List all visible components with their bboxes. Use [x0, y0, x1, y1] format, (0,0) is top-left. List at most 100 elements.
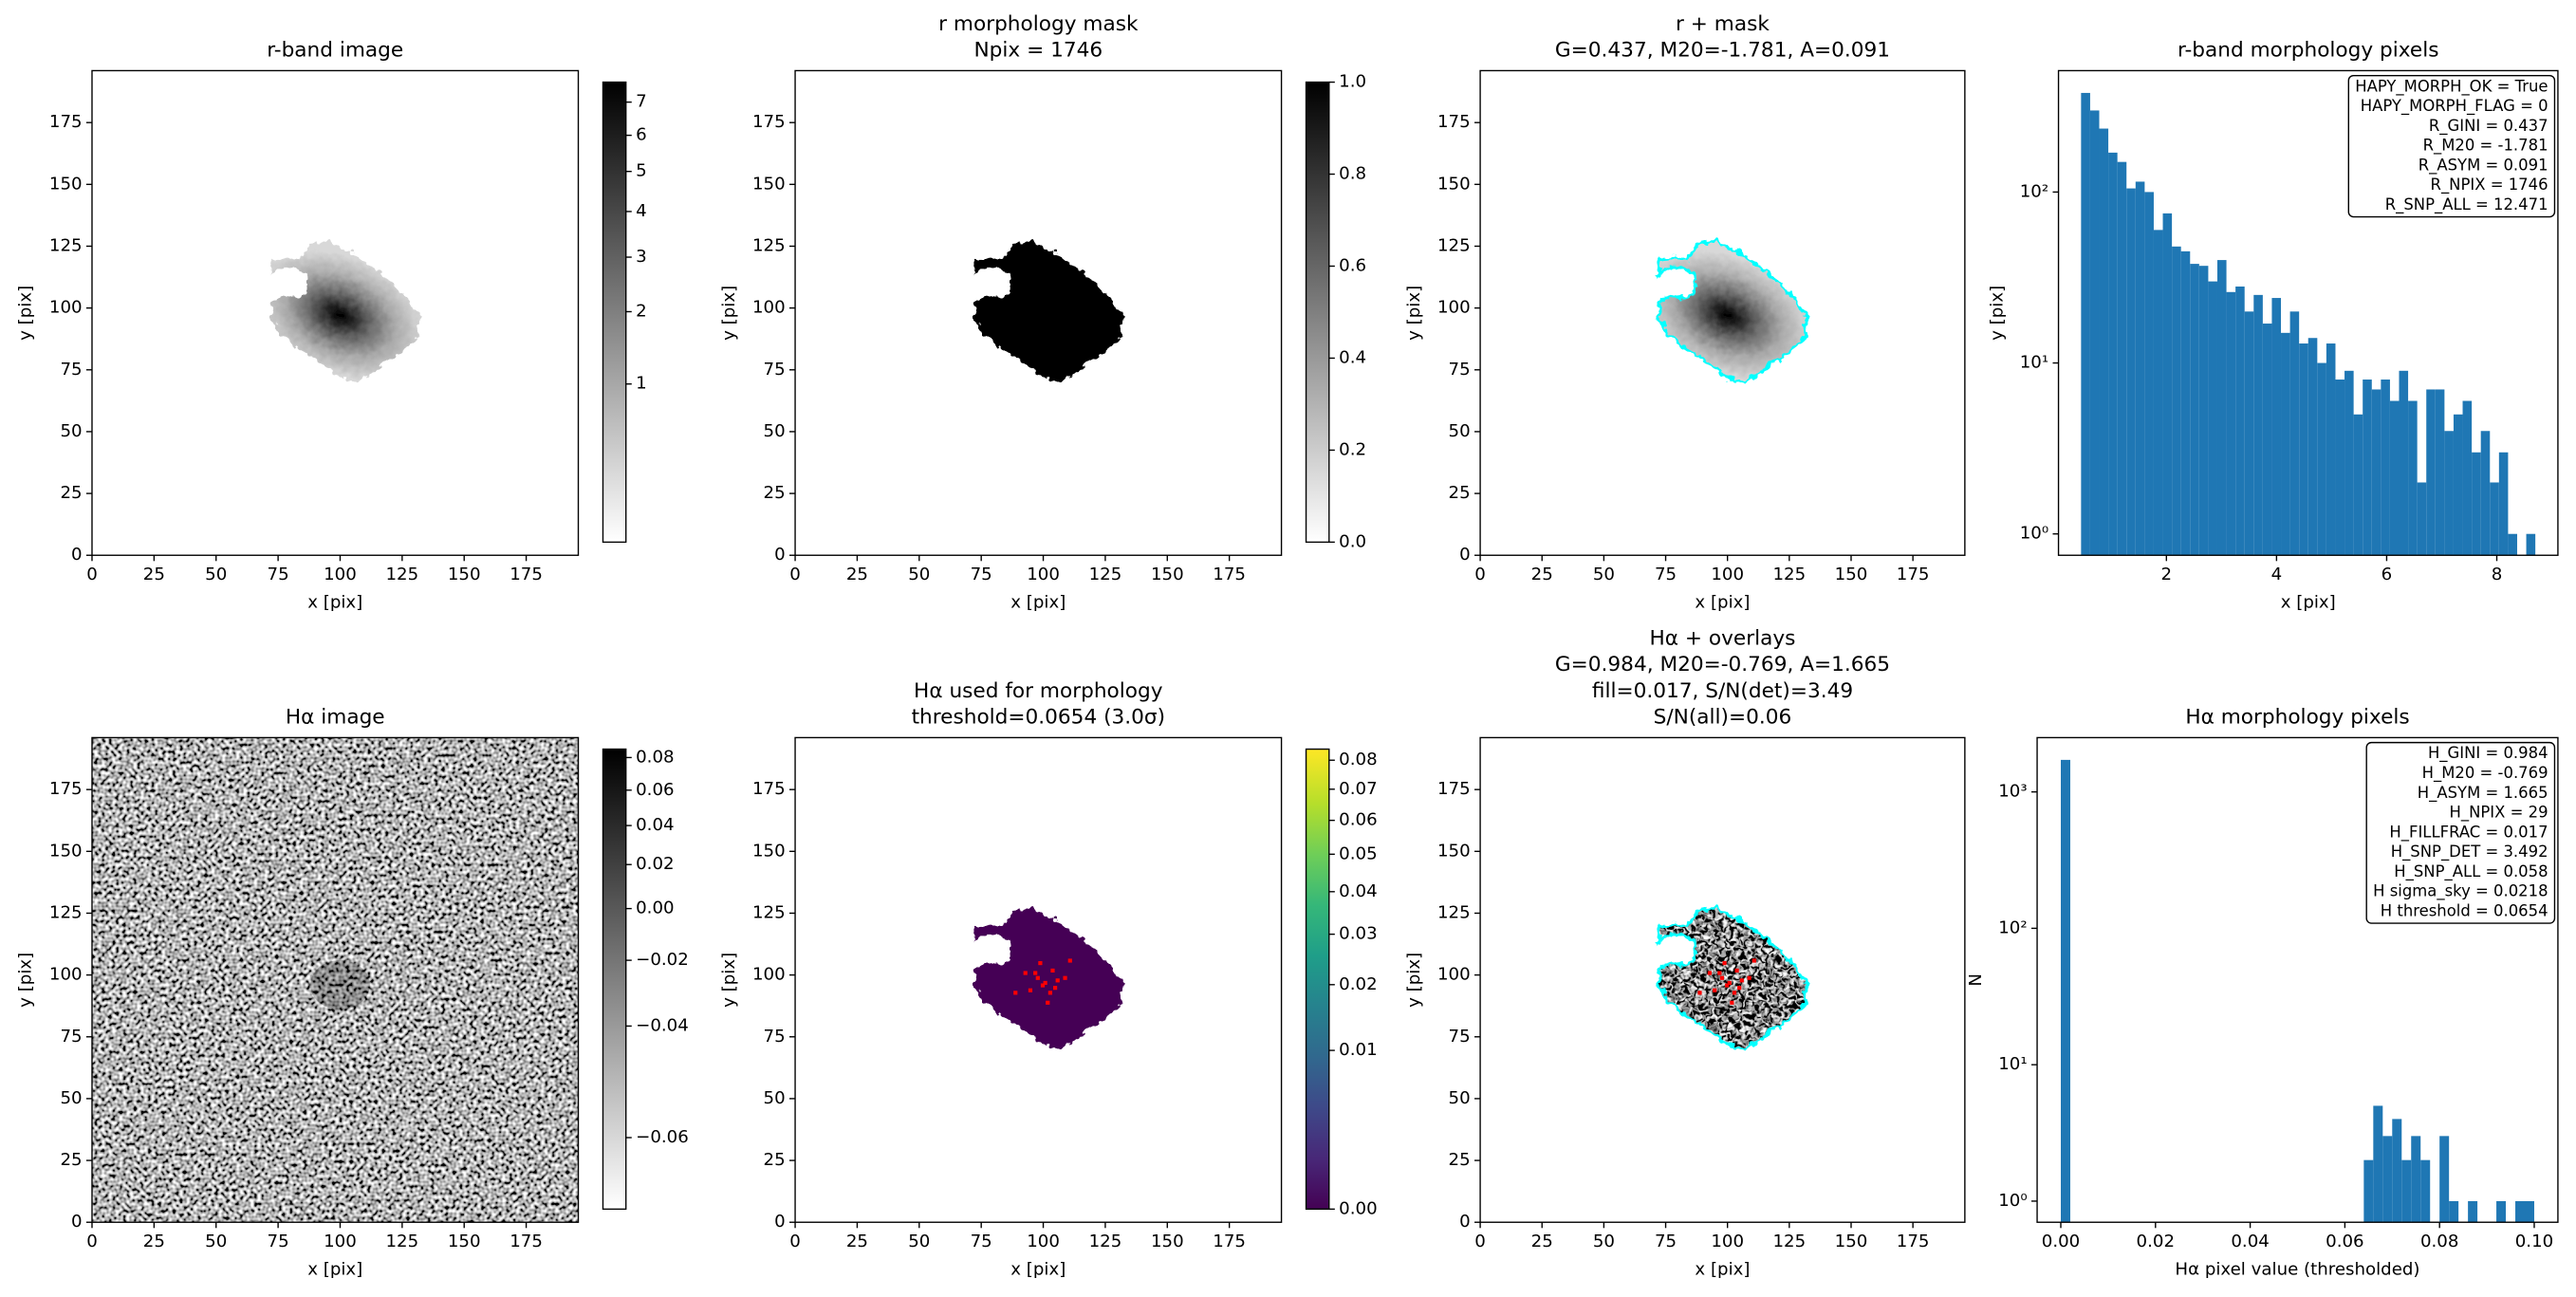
colorbar-tick-label: 0.07: [1339, 779, 1377, 799]
x-tick-label: 8: [2492, 565, 2503, 584]
y-tick-label: 10¹: [2020, 353, 2048, 373]
axes-frame: [1479, 69, 1966, 556]
x-axis-label: x [pix]: [1010, 592, 1066, 612]
x-tick-label: 100: [1027, 1232, 1060, 1251]
y-tick-label: 50: [764, 421, 786, 441]
text-box-line: H_M20 = -0.769: [2422, 764, 2548, 783]
x-tick-label: 50: [1593, 1232, 1615, 1251]
x-tick-label: 0: [86, 565, 98, 584]
x-tick-label: 25: [846, 1232, 868, 1251]
x-tick-label: 0: [86, 1232, 98, 1251]
chart-title: r + mask: [1676, 12, 1770, 36]
y-axis-label: y [pix]: [16, 286, 36, 341]
histogram-bar: [2262, 324, 2272, 556]
colorbar-tick-label: 1.0: [1339, 72, 1366, 92]
y-tick-label: 125: [1437, 235, 1471, 255]
colorbar: [602, 748, 627, 1211]
y-tick-label: 175: [49, 779, 83, 799]
chart-title: G=0.984, M20=-0.769, A=1.665: [1555, 653, 1890, 676]
colorbar-tick-label: −0.06: [636, 1127, 689, 1147]
x-tick-label: 2: [2161, 565, 2173, 584]
colorbar-tick-label: 0.08: [1339, 750, 1377, 769]
detection-pixel: [1697, 991, 1702, 995]
histogram-bar: [2420, 1159, 2431, 1223]
histogram-bar: [2226, 291, 2236, 556]
x-tick-label: 125: [386, 1232, 419, 1251]
detection-pixel: [1747, 975, 1751, 980]
colorbar-tick-label: −0.04: [636, 1015, 689, 1035]
y-tick-label: 0: [774, 1212, 786, 1232]
y-axis-label: y [pix]: [1404, 953, 1424, 1008]
x-tick-label: 150: [1835, 1232, 1868, 1251]
detection-pixel: [1023, 971, 1028, 975]
y-tick-label: 150: [49, 841, 83, 861]
x-tick-label: 0: [789, 565, 801, 584]
x-axis-label: x [pix]: [307, 592, 362, 612]
text-box-line: HAPY_MORPH_OK = True: [2355, 77, 2548, 96]
histogram-bar: [2271, 298, 2282, 556]
histogram-bar: [2399, 370, 2409, 556]
histogram-bar: [2371, 389, 2381, 556]
chart-title: threshold=0.0654 (3.0σ): [912, 706, 1165, 730]
y-tick-label: 75: [764, 1027, 786, 1047]
colorbar-tick-label: 0.00: [636, 899, 674, 918]
text-box-line: H_SNP_DET = 3.492: [2391, 843, 2548, 862]
histogram-bar: [2108, 152, 2118, 556]
y-tick-label: 10⁰: [2020, 524, 2048, 544]
detection-pixel: [1043, 980, 1047, 986]
x-tick-label: 0: [1474, 565, 1486, 584]
x-axis-label: Hα pixel value (thresholded): [2175, 1259, 2419, 1279]
x-axis-label: x [pix]: [2281, 592, 2336, 612]
y-tick-label: 25: [1449, 1150, 1471, 1170]
histogram-bar: [2453, 414, 2463, 556]
y-tick-label: 125: [752, 235, 786, 255]
y-axis-label: y [pix]: [16, 953, 36, 1008]
y-tick-label: 0: [774, 545, 786, 565]
colorbar-tick-label: 0.6: [1339, 255, 1366, 275]
detection-pixel: [1050, 968, 1055, 973]
y-tick-label: 10¹: [1998, 1054, 2027, 1074]
x-tick-label: 0.04: [2231, 1232, 2269, 1251]
colorbar: [1305, 81, 1330, 544]
histogram-bar: [2498, 452, 2509, 556]
text-box-line: R_SNP_ALL = 12.471: [2385, 195, 2548, 214]
y-tick-label: 10²: [2020, 181, 2048, 201]
x-tick-label: 25: [1531, 565, 1553, 584]
y-axis-label: y [pix]: [719, 286, 739, 341]
chart-title: Hα + overlays: [1650, 627, 1796, 651]
histogram-bar: [2435, 389, 2445, 556]
y-axis-label: y [pix]: [1987, 286, 2007, 341]
x-axis-label: x [pix]: [307, 1259, 362, 1279]
x-tick-label: 0.10: [2515, 1232, 2553, 1251]
y-tick-label: 10⁰: [1998, 1191, 2027, 1211]
histogram-bar: [2081, 92, 2090, 556]
axes-frame: [2057, 69, 2559, 556]
detection-pixel: [1732, 991, 1737, 995]
colorbar-tick-label: 0.0: [1339, 531, 1366, 551]
x-tick-label: 25: [143, 565, 165, 584]
image: [973, 908, 1123, 1049]
noise: [91, 737, 579, 1223]
x-tick-label: 175: [1213, 1232, 1246, 1251]
colorbar-tick-label: 0.05: [1339, 843, 1377, 863]
histogram-bar: [2525, 1200, 2534, 1223]
y-tick-label: 75: [60, 360, 82, 380]
detection-pixel: [1730, 1000, 1734, 1005]
y-tick-label: 125: [49, 235, 83, 255]
chart-title: Hα morphology pixels: [2185, 706, 2409, 730]
y-tick-label: 25: [60, 483, 82, 503]
x-tick-label: 150: [1151, 565, 1184, 584]
colorbar-tick-label: 0.4: [1339, 347, 1366, 367]
y-tick-label: 10³: [1998, 782, 2027, 802]
x-tick-label: 100: [324, 1232, 357, 1251]
detection-pixel: [1727, 980, 1732, 986]
histogram-bar: [2326, 343, 2336, 556]
chart-title: r-band image: [267, 39, 403, 63]
histogram-bar: [2281, 332, 2290, 556]
x-tick-label: 50: [205, 1232, 227, 1251]
text-box-line: H_GINI = 0.984: [2428, 744, 2548, 763]
colorbar-tick-label: 6: [636, 125, 647, 145]
y-tick-label: 100: [49, 965, 83, 985]
